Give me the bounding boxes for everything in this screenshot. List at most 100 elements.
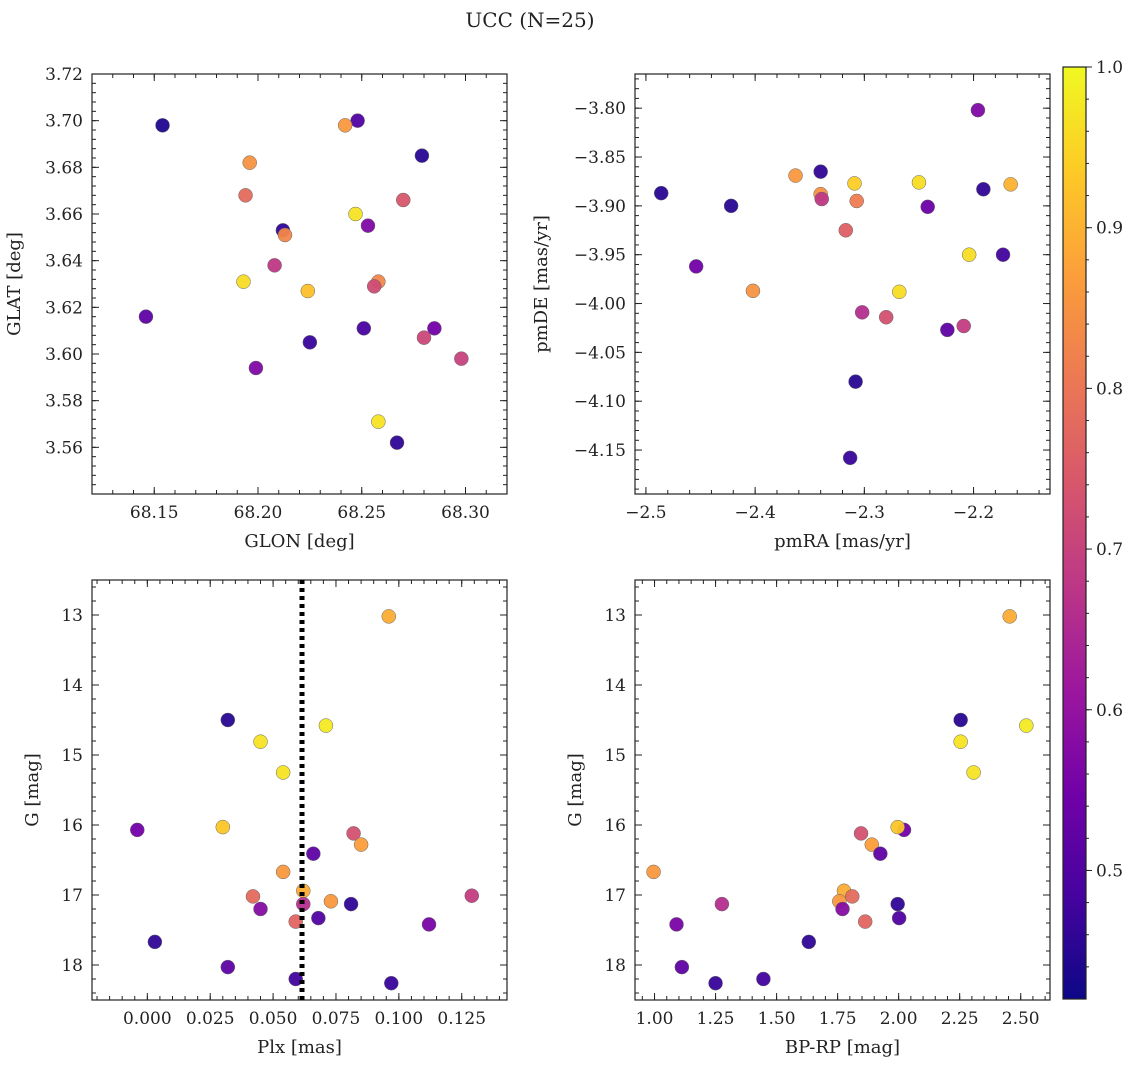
data-point (878, 309, 894, 325)
data-point (976, 182, 991, 197)
data-point (427, 321, 442, 336)
data-point (646, 864, 661, 880)
data-point (300, 283, 316, 299)
colorbar-tick-label: 0.9 (1096, 219, 1123, 239)
y-tick-label: 3.56 (45, 438, 83, 458)
plot-frame (91, 73, 508, 495)
data-point (248, 360, 264, 376)
plot-frame (91, 579, 508, 1001)
y-tick-label: −4.00 (574, 295, 626, 315)
data-point (688, 259, 704, 274)
data-point (814, 191, 829, 207)
x-tick-label: 68.20 (234, 503, 283, 523)
data-point (835, 901, 850, 917)
data-point (890, 819, 905, 835)
y-tick-label: 16 (604, 816, 626, 836)
y-tick-label: −3.80 (574, 99, 626, 119)
y-tick-label: 3.68 (45, 158, 83, 178)
data-point (892, 284, 907, 300)
data-point (275, 765, 291, 780)
data-point (745, 283, 761, 299)
panel-sky: 68.15 68.20 68.25 68.30 3.56 3.58 3.60 3.62 3.64… (4, 65, 508, 552)
data-point (995, 247, 1011, 262)
data-point (801, 934, 817, 950)
y-tick-label: −4.05 (574, 343, 626, 363)
data-point (220, 712, 236, 728)
x-tick-label: 68.15 (130, 503, 179, 523)
x-tick-label: −2.5 (625, 503, 666, 523)
colorbar-tick-label: 0.7 (1096, 540, 1123, 560)
x-tick-label: 0.050 (249, 1009, 298, 1029)
data-point (857, 914, 873, 929)
data-point (970, 102, 986, 118)
y-tick-label: 13 (604, 606, 626, 626)
data-point (416, 330, 432, 345)
x-tick-label: 0.100 (375, 1009, 424, 1029)
data-point (920, 199, 935, 215)
data-point (854, 305, 870, 320)
panel-plx: 0.000 0.025 0.050 0.075 0.100 0.125 13 14 15 16 17… (22, 579, 508, 1058)
data-point (669, 917, 684, 932)
colorbar-tick-label: 1.0 (1096, 58, 1123, 78)
y-tick-label: 14 (61, 676, 83, 696)
data-point (708, 975, 723, 991)
y-tick-label: 3.62 (45, 298, 83, 318)
data-point (288, 914, 303, 929)
y-tick-label: 3.66 (45, 205, 83, 225)
x-axis-label: Plx [mas] (257, 1037, 342, 1058)
data-point (864, 837, 880, 852)
data-point (267, 258, 282, 273)
data-point (956, 318, 971, 334)
x-tick-label: 0.000 (123, 1009, 172, 1029)
data-point (311, 910, 326, 926)
data-point (849, 193, 864, 209)
data-point (337, 118, 353, 133)
data-point (302, 335, 318, 350)
data-point (155, 118, 170, 133)
data-point (138, 309, 154, 324)
plot-frame (634, 579, 1051, 1001)
data-point (940, 322, 955, 338)
data-point (245, 889, 261, 904)
y-tick-label: 18 (61, 956, 83, 976)
colorbar-tick-label: 0.5 (1096, 861, 1123, 881)
data-point (360, 218, 376, 233)
data-point (350, 113, 365, 128)
y-tick-label: −3.95 (574, 246, 626, 266)
y-tick-label: 14 (604, 676, 626, 696)
x-tick-label: 0.075 (312, 1009, 361, 1029)
data-point (215, 819, 231, 835)
data-point (384, 975, 399, 991)
y-axis-label: G [mag] (22, 753, 43, 826)
y-tick-label: −3.85 (574, 148, 626, 168)
data-point (348, 206, 363, 222)
y-tick-label: 3.72 (45, 65, 83, 85)
data-point (421, 917, 437, 932)
data-point (674, 959, 690, 975)
data-point (842, 450, 858, 466)
plot-frame (634, 73, 1051, 495)
data-point (911, 175, 927, 190)
x-tick-label: 1.50 (758, 1009, 796, 1029)
x-tick-label: 1.00 (636, 1009, 674, 1029)
colorbar-gradient (1062, 66, 1087, 1000)
colorbar-tick-label: 0.6 (1096, 701, 1123, 721)
y-tick-label: −4.10 (574, 392, 626, 412)
y-tick-label: 15 (61, 746, 83, 766)
panel-pm: −2.5 −2.4 −2.3 −2.2 −4.15 −4.10 −4.05 −4.00 −3.9… (531, 73, 1051, 552)
data-point (353, 837, 369, 852)
y-tick-label: 17 (61, 886, 83, 906)
panel-cmd: 1.00 1.25 1.50 1.75 2.00 2.25 2.50 13 14 15 16 17 18… (565, 579, 1051, 1058)
y-tick-label: 3.64 (45, 252, 83, 272)
data-point (277, 227, 293, 243)
y-axis-label: pmDE [mas/yr] (531, 215, 552, 353)
y-tick-label: 3.60 (45, 345, 83, 365)
x-tick-label: 0.125 (437, 1009, 486, 1029)
y-tick-label: −4.15 (574, 441, 626, 461)
y-tick-label: −3.90 (574, 197, 626, 217)
data-point (1003, 177, 1018, 192)
x-tick-label: 1.25 (697, 1009, 735, 1029)
data-point (275, 864, 291, 880)
x-tick-label: 68.30 (441, 503, 490, 523)
